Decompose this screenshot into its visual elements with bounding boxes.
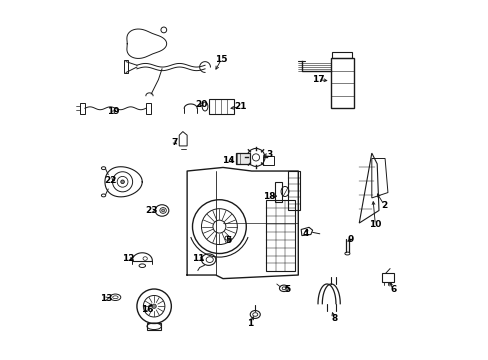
Text: 7: 7 (171, 138, 178, 147)
Bar (382, 273, 393, 282)
Text: 23: 23 (145, 206, 157, 215)
Bar (263, 156, 273, 165)
Text: 9: 9 (346, 235, 353, 244)
Text: 11: 11 (191, 255, 203, 264)
Text: 13: 13 (100, 294, 112, 303)
Text: 10: 10 (368, 220, 381, 229)
Circle shape (121, 180, 124, 184)
Text: 15: 15 (215, 55, 227, 64)
Text: 21: 21 (234, 102, 246, 111)
Text: 20: 20 (195, 100, 207, 109)
Text: 18: 18 (263, 192, 275, 201)
Text: 2: 2 (381, 201, 386, 210)
Text: 1: 1 (246, 319, 252, 328)
Bar (265, 200, 294, 271)
Text: 8: 8 (330, 314, 337, 323)
Bar (275, 182, 281, 202)
Circle shape (162, 209, 164, 212)
Text: 12: 12 (122, 255, 134, 264)
Bar (147, 323, 161, 330)
Text: 5: 5 (284, 285, 290, 294)
Bar (287, 171, 300, 211)
Text: 6: 6 (389, 285, 396, 294)
Text: 16: 16 (141, 305, 154, 314)
Bar (332, 51, 351, 58)
Circle shape (152, 304, 156, 309)
Text: 22: 22 (103, 176, 116, 185)
Text: 3: 3 (266, 150, 272, 159)
Bar (330, 58, 353, 108)
Text: 5: 5 (225, 237, 231, 246)
Bar (124, 59, 128, 73)
Text: 4: 4 (302, 229, 308, 238)
Text: 17: 17 (311, 75, 324, 84)
Bar (235, 153, 249, 164)
Text: 19: 19 (107, 107, 120, 116)
Text: 14: 14 (222, 156, 234, 165)
Bar (208, 99, 233, 114)
